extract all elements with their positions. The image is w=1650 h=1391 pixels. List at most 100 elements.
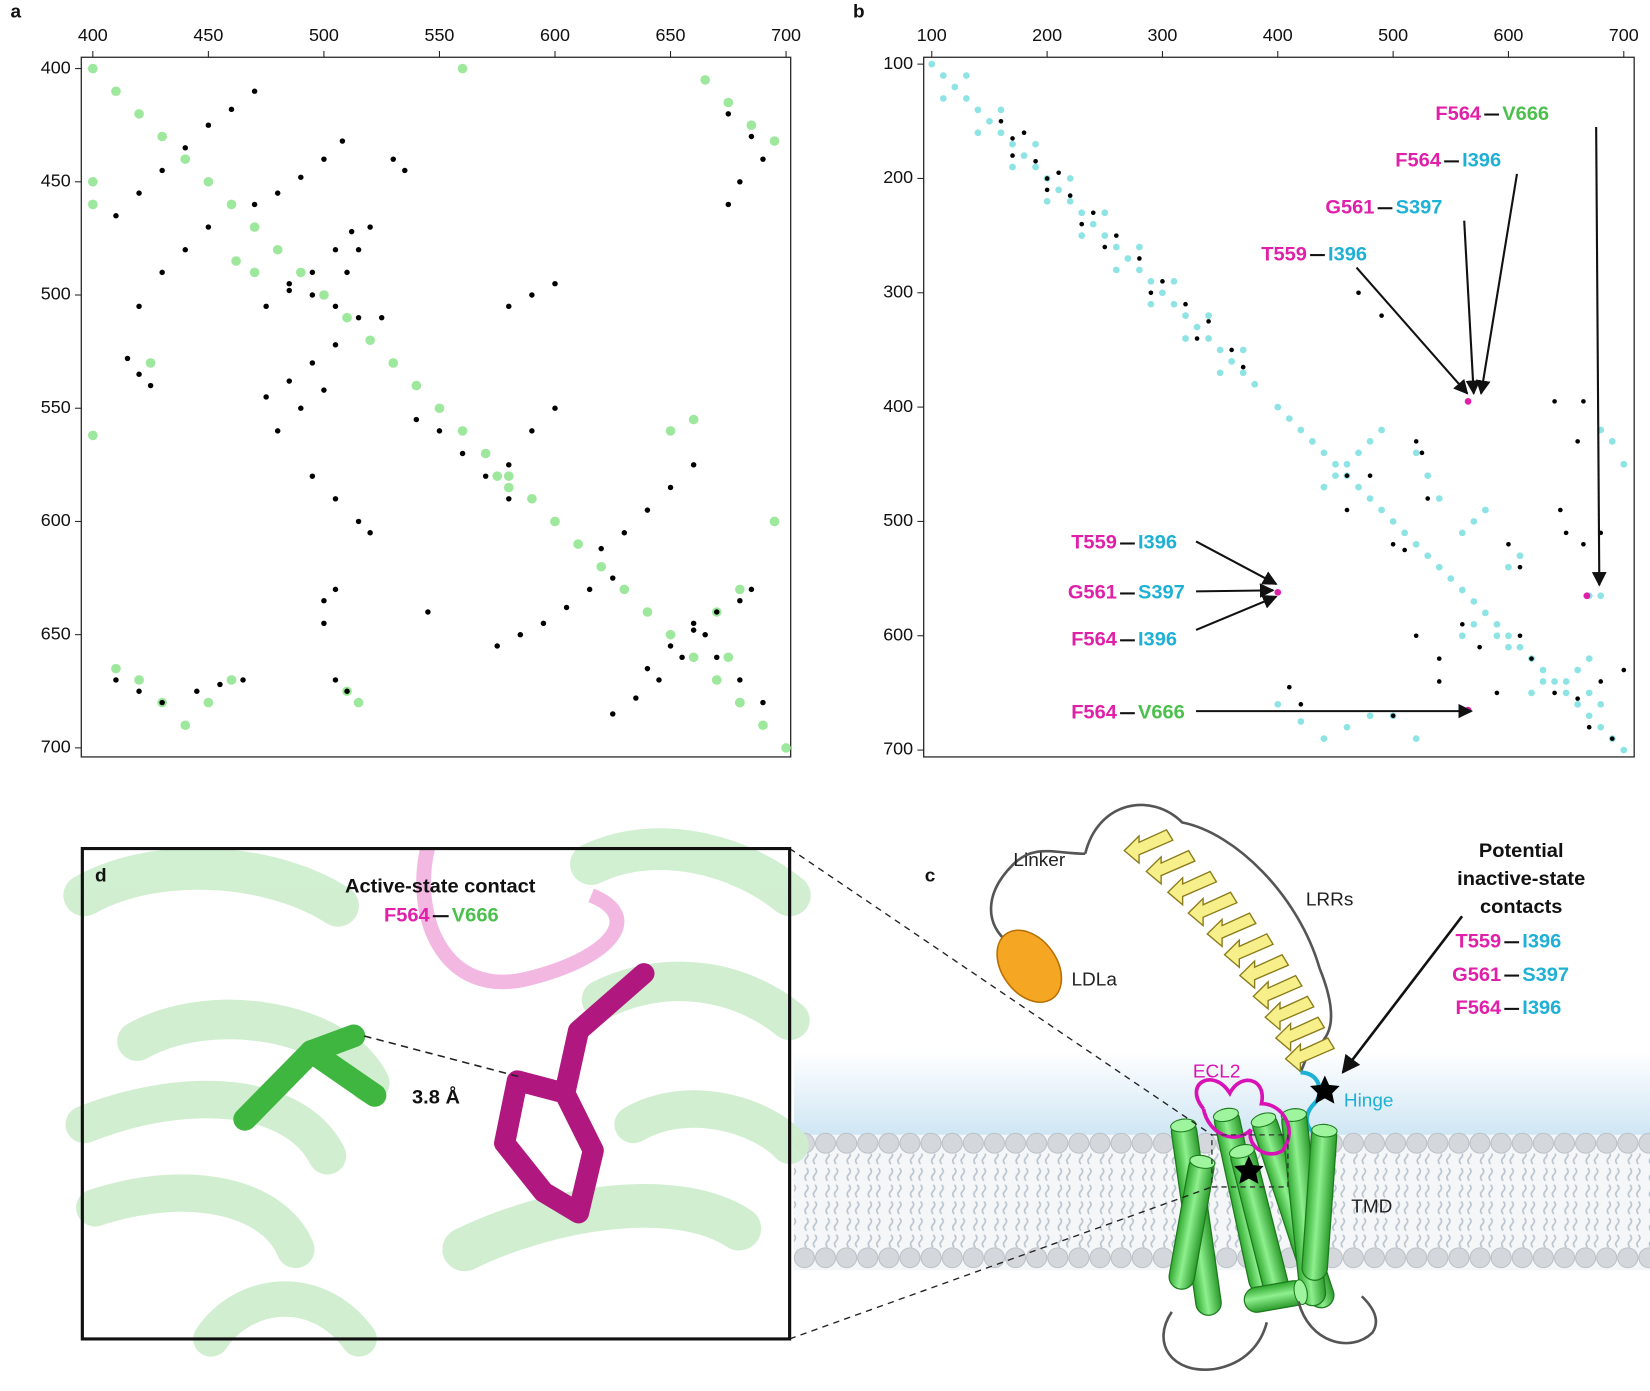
contact-point <box>87 199 98 210</box>
lrr-strand <box>1284 1037 1336 1073</box>
zoom-line <box>789 1186 1213 1340</box>
contact-point <box>309 473 316 479</box>
contact-point <box>274 428 281 434</box>
contact-point <box>355 247 362 253</box>
y-tick-label: 700 <box>883 739 913 759</box>
lipid-head <box>1047 1247 1069 1269</box>
annotation-arrow <box>1591 127 1607 587</box>
contact-point <box>1529 656 1534 661</box>
contact-point <box>1583 592 1591 600</box>
contact-point <box>1435 495 1443 502</box>
contact-point <box>540 620 547 627</box>
contact-point <box>690 620 697 627</box>
x-tick-label: 600 <box>1493 25 1523 45</box>
contact-point <box>1298 702 1304 707</box>
contact-point <box>1597 723 1605 731</box>
contact-point <box>1379 313 1384 318</box>
annotation-arrow <box>1196 583 1275 598</box>
contact-point <box>1009 163 1016 171</box>
contact-point <box>1436 656 1442 661</box>
contact-point <box>457 426 468 436</box>
ribbons <box>63 828 811 1357</box>
contact-point <box>1413 633 1419 639</box>
contact-point <box>388 358 399 368</box>
contact-point <box>1066 175 1074 182</box>
contact-point <box>529 428 535 434</box>
contact-point <box>737 677 743 683</box>
contact-point <box>298 405 304 411</box>
contact-point <box>506 462 512 468</box>
lipid-head <box>962 1247 984 1269</box>
contact-point <box>1274 701 1282 708</box>
lipid-head <box>1363 1132 1386 1154</box>
contact-point <box>1378 506 1385 514</box>
contact-point <box>194 688 200 694</box>
contact-point <box>1562 678 1570 685</box>
x-tick-label: 700 <box>1609 25 1639 45</box>
contact-point <box>1032 163 1039 171</box>
lipid-head <box>857 1132 879 1154</box>
lipid-head <box>1068 1132 1090 1154</box>
contact-point <box>1089 220 1097 228</box>
contact-point <box>1010 136 1015 141</box>
contact-point <box>1274 588 1282 596</box>
contact-point <box>87 63 98 74</box>
contact-point <box>714 654 720 661</box>
contact-point <box>748 586 755 593</box>
lipid-head <box>1469 1247 1491 1269</box>
contact-point <box>1401 529 1409 537</box>
residue: I396 <box>1328 243 1367 265</box>
contact-point <box>1216 346 1224 354</box>
residue: S397 <box>1138 582 1185 604</box>
contact-point <box>1470 518 1478 525</box>
contact-point <box>737 597 743 604</box>
lipid-head <box>793 1247 815 1269</box>
contact-point <box>1332 472 1339 480</box>
lipid-tails <box>793 1153 1650 1250</box>
lipid-head <box>1448 1247 1470 1269</box>
contact-point <box>1033 159 1038 164</box>
residue: T559 <box>1071 532 1117 554</box>
contact-point <box>1102 244 1108 250</box>
helix-cap <box>1189 1154 1216 1169</box>
contact-point <box>203 177 214 187</box>
contact-point <box>1517 564 1523 570</box>
contact-point <box>527 494 537 504</box>
contact-point <box>1010 153 1015 158</box>
contact-point <box>1516 552 1524 560</box>
contact-point <box>1435 563 1443 571</box>
residue: G561 <box>1452 964 1501 986</box>
lipid-head <box>1026 1247 1048 1269</box>
residue: I396 <box>1462 150 1501 172</box>
contact-point <box>723 652 734 663</box>
lipid-head <box>1131 1247 1153 1269</box>
contact-point <box>1112 266 1120 274</box>
residue: I396 <box>1522 931 1561 953</box>
lipid-head <box>1004 1247 1027 1269</box>
contact-point <box>986 117 993 125</box>
contact-point <box>1170 300 1178 308</box>
y-tick-label: 300 <box>883 282 913 302</box>
contact-point <box>1458 632 1466 640</box>
residue: S397 <box>1396 197 1443 219</box>
contact-point <box>272 244 283 255</box>
lipid-head <box>1026 1132 1048 1154</box>
contact-point <box>113 677 119 683</box>
lipid-head <box>836 1132 858 1154</box>
tm-helix <box>1168 1154 1216 1290</box>
contact-point <box>309 269 316 276</box>
lipid-head <box>962 1132 984 1154</box>
contact-point <box>665 426 676 436</box>
lipid-head <box>814 1247 837 1269</box>
contact-point <box>348 228 355 235</box>
residue: F564 <box>384 905 430 927</box>
helix-cap <box>1212 1107 1239 1123</box>
residue: V666 <box>1502 103 1549 125</box>
lrr-strand <box>1264 995 1315 1032</box>
zoom-line <box>789 847 1213 1136</box>
lipid-head <box>1511 1247 1533 1269</box>
label: Linker <box>1013 849 1065 870</box>
contact-point <box>145 358 156 368</box>
contact-point <box>621 530 628 536</box>
